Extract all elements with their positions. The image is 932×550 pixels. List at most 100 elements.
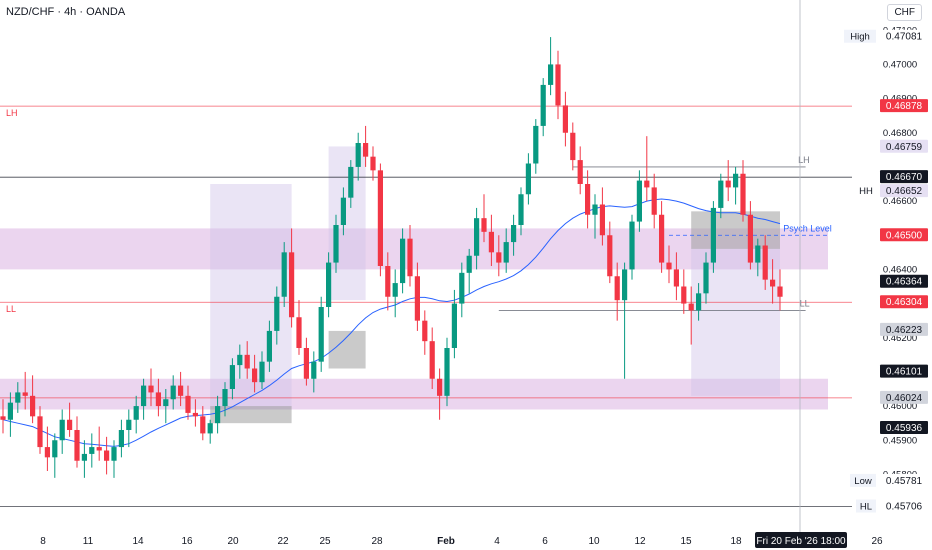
candle-body [185,395,191,413]
candle-body [429,341,435,379]
price-label-box [880,228,928,242]
candle [244,341,250,379]
candle-body [200,416,206,434]
price-label-box [880,29,928,43]
candle-body [37,416,43,448]
candle-body [555,64,561,106]
candle [207,419,213,444]
x-tick-label: 8 [40,536,46,547]
candle-body [89,447,95,454]
candle [30,375,36,424]
annotation-2: Psych Level [783,223,832,233]
candle-body [496,252,502,263]
candle-body [673,269,679,287]
candle [363,125,369,167]
candle [355,132,361,181]
candle [762,235,768,290]
candle-body [215,406,221,424]
zone-lavender-3 [328,146,366,301]
price-prefix: Low [854,476,872,487]
candle [496,235,502,277]
candle-body [503,242,509,263]
candle [237,344,243,379]
candle-body [222,389,228,407]
candle-body [651,187,657,215]
candle [659,201,665,273]
candle [141,378,147,420]
candle-body [718,180,724,208]
candle [89,433,95,468]
candle-body [466,255,472,273]
candle-body [96,447,102,451]
zone-grey-4 [210,406,292,424]
candle-body [111,447,117,461]
candle-body [7,402,13,420]
level-label-LL: LL [6,304,16,314]
candle-body [170,385,176,400]
interval: 4h [64,6,77,18]
candle [481,194,487,243]
price-label: 0.47081 [886,32,923,43]
candle-body [44,447,50,458]
candle-body [281,252,287,297]
candle [740,160,746,222]
x-tick-label: 15 [680,536,692,547]
candle [370,146,376,181]
x-tick-label: 10 [588,536,600,547]
candle-body [762,245,768,280]
candle-body [355,143,361,167]
candle-body [459,272,465,304]
price-prefix-box [850,473,876,487]
candle-body [696,293,702,311]
currency-button[interactable]: CHF [887,4,922,21]
candle-body [614,276,620,301]
candle [222,382,228,417]
candle [577,146,583,195]
price-label-box [880,499,928,513]
candle-body [163,399,169,407]
candle-body [451,303,457,348]
candle-body [296,317,302,348]
candle-body [755,245,761,263]
price-prefix: HL [860,502,872,513]
annotation-1: LL [800,298,810,308]
candle [622,262,628,379]
moving-average-line [2,198,781,447]
candle [200,406,206,441]
price-prefix-box [844,29,876,43]
candle [377,163,383,277]
candle [96,426,102,461]
crosshair-date-box [755,532,847,548]
candle [111,440,117,478]
candle-body [511,225,517,243]
candle [696,283,702,321]
y-tick-label: 0.46400 [883,264,917,275]
candle [673,252,679,301]
candle-body [133,406,139,420]
candle [770,259,776,304]
candle [636,170,642,232]
candle-body [22,392,28,396]
price-label: 0.46223 [886,325,923,336]
candle-body [629,221,635,270]
candle-body [67,419,73,430]
candle [607,221,613,284]
candle-body [592,204,598,215]
candle [718,173,724,219]
candle-body [377,170,383,266]
candle-body [740,173,746,215]
candle [688,286,694,345]
x-tick-label: 20 [227,536,239,547]
candle [59,409,65,454]
candle [592,194,598,239]
candle-body [303,348,309,379]
candle [0,399,6,434]
candle-body [252,368,258,383]
candle-body [229,365,235,389]
candle-body [525,163,531,195]
candle-body [688,303,694,311]
candle [459,262,465,318]
candle-body [30,395,36,417]
price-label: 0.45781 [886,476,923,487]
